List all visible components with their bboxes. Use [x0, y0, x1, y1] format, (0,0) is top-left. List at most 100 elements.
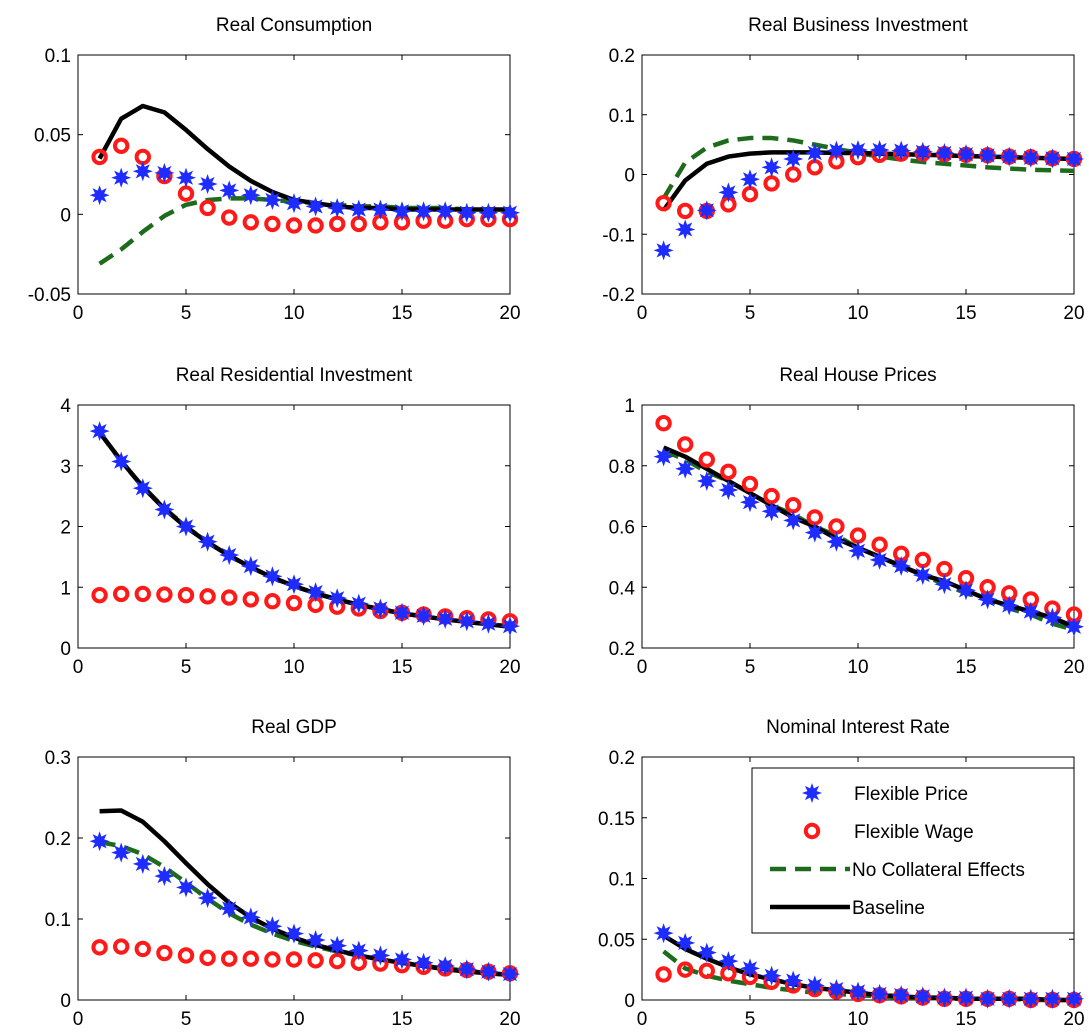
legend-label: No Collateral Effects	[852, 860, 1025, 881]
chart-title: Nominal Interest Rate	[766, 717, 950, 738]
point-flexible-price	[826, 979, 847, 1000]
point-flexible-price	[1063, 148, 1085, 169]
x-tick-label: 20	[499, 303, 520, 324]
point-flexible-price	[132, 161, 153, 182]
point-flexible-wage	[285, 594, 303, 612]
y-tick-label: 1	[60, 578, 71, 599]
point-flexible-price	[912, 141, 933, 162]
point-flexible-price	[1020, 601, 1041, 622]
point-flexible-price	[653, 446, 674, 467]
point-flexible-wage	[677, 202, 694, 220]
x-tick-label: 0	[73, 1009, 84, 1030]
y-tick-label: 0.2	[45, 829, 71, 850]
y-tick-label: 0.1	[45, 910, 71, 931]
point-flexible-wage	[285, 217, 303, 234]
x-tick-label: 15	[391, 1009, 412, 1030]
point-flexible-price	[912, 986, 933, 1007]
x-tick-label: 10	[283, 657, 304, 678]
point-flexible-wage	[113, 938, 130, 955]
x-tick-label: 0	[73, 303, 84, 324]
legend: Flexible Price Flexible Wage No Collateral…	[751, 767, 1075, 934]
x-tick-label: 15	[391, 657, 412, 678]
point-flexible-price	[739, 492, 761, 513]
point-flexible-price	[826, 140, 847, 161]
point-flexible-price	[499, 616, 521, 637]
point-flexible-wage	[264, 593, 281, 610]
y-tick-label: 2	[60, 518, 71, 539]
chart-title: Real Consumption	[216, 15, 372, 36]
y-tick-label: 4	[60, 396, 71, 417]
point-flexible-price	[240, 185, 261, 206]
y-tick-label: 0	[624, 991, 635, 1012]
point-flexible-price	[478, 613, 499, 634]
point-flexible-price	[197, 887, 218, 908]
x-tick-label: 5	[181, 303, 192, 324]
point-flexible-wage	[720, 463, 737, 481]
point-flexible-price	[478, 202, 499, 223]
point-flexible-price	[891, 555, 912, 577]
point-flexible-price	[675, 219, 696, 240]
x-tick-label: 15	[391, 303, 412, 324]
point-flexible-price	[826, 531, 847, 552]
point-flexible-price	[934, 142, 955, 164]
y-tick-label: -0.1	[602, 225, 635, 246]
x-tick-label: 0	[637, 657, 648, 678]
point-flexible-price	[305, 582, 326, 603]
point-flexible-price	[739, 169, 761, 190]
point-flexible-price	[456, 202, 477, 223]
x-tick-label: 5	[181, 1009, 192, 1030]
x-tick-label: 5	[745, 1009, 756, 1030]
point-flexible-price	[111, 167, 132, 188]
point-flexible-wage	[285, 951, 303, 968]
x-tick-label: 0	[637, 1009, 648, 1030]
point-flexible-price	[499, 202, 521, 223]
point-flexible-price	[804, 975, 825, 996]
point-flexible-price	[132, 478, 153, 499]
y-tick-label: 0	[60, 639, 71, 660]
y-tick-label: 0.15	[598, 809, 635, 830]
chart-panel-5: Real GDP 0 5 10 15 20 0 0.1 0.2 0.3	[45, 717, 521, 1030]
x-tick-label: 10	[847, 1009, 868, 1030]
point-flexible-price	[283, 574, 305, 595]
chart-panel-4: Real House Prices 0 5 10 15 20 0.2 0.4 0.6 0.8 1	[609, 365, 1085, 678]
point-flexible-price	[370, 598, 391, 619]
point-flexible-price	[175, 877, 197, 898]
point-flexible-wage	[156, 586, 173, 603]
point-flexible-price	[804, 142, 825, 164]
point-flexible-price	[783, 148, 804, 169]
point-flexible-price	[804, 522, 825, 543]
point-flexible-price	[696, 200, 717, 221]
point-flexible-price	[718, 951, 739, 972]
x-tick-label: 10	[847, 657, 868, 678]
point-flexible-wage	[134, 940, 152, 958]
point-flexible-price	[869, 549, 890, 570]
point-flexible-price	[456, 959, 477, 980]
y-tick-label: 0.05	[34, 126, 71, 147]
y-tick-label: 1	[624, 396, 635, 417]
point-flexible-price	[847, 981, 869, 1002]
point-flexible-price	[869, 983, 890, 1004]
point-flexible-price	[219, 180, 240, 201]
point-flexible-wage	[655, 966, 672, 983]
point-flexible-price	[370, 199, 391, 220]
legend-label: Baseline	[852, 898, 925, 919]
x-tick-label: 15	[955, 1009, 976, 1030]
point-flexible-price	[348, 593, 369, 614]
point-flexible-price	[1063, 616, 1085, 637]
point-flexible-price	[327, 588, 348, 609]
point-flexible-price	[262, 916, 283, 937]
y-tick-label: 0.2	[609, 46, 635, 67]
point-flexible-wage	[91, 939, 108, 956]
point-flexible-price	[718, 182, 739, 203]
point-flexible-wage	[199, 199, 216, 217]
point-flexible-price	[435, 201, 456, 222]
point-flexible-wage	[677, 436, 694, 453]
y-tick-label: 0.2	[609, 748, 635, 769]
legend-star-icon	[801, 782, 823, 804]
point-flexible-price	[977, 988, 998, 1009]
legend-label: Flexible Price	[854, 784, 968, 805]
legend-item: Baseline	[770, 898, 925, 919]
point-flexible-price	[499, 964, 521, 985]
point-flexible-price	[955, 144, 977, 165]
